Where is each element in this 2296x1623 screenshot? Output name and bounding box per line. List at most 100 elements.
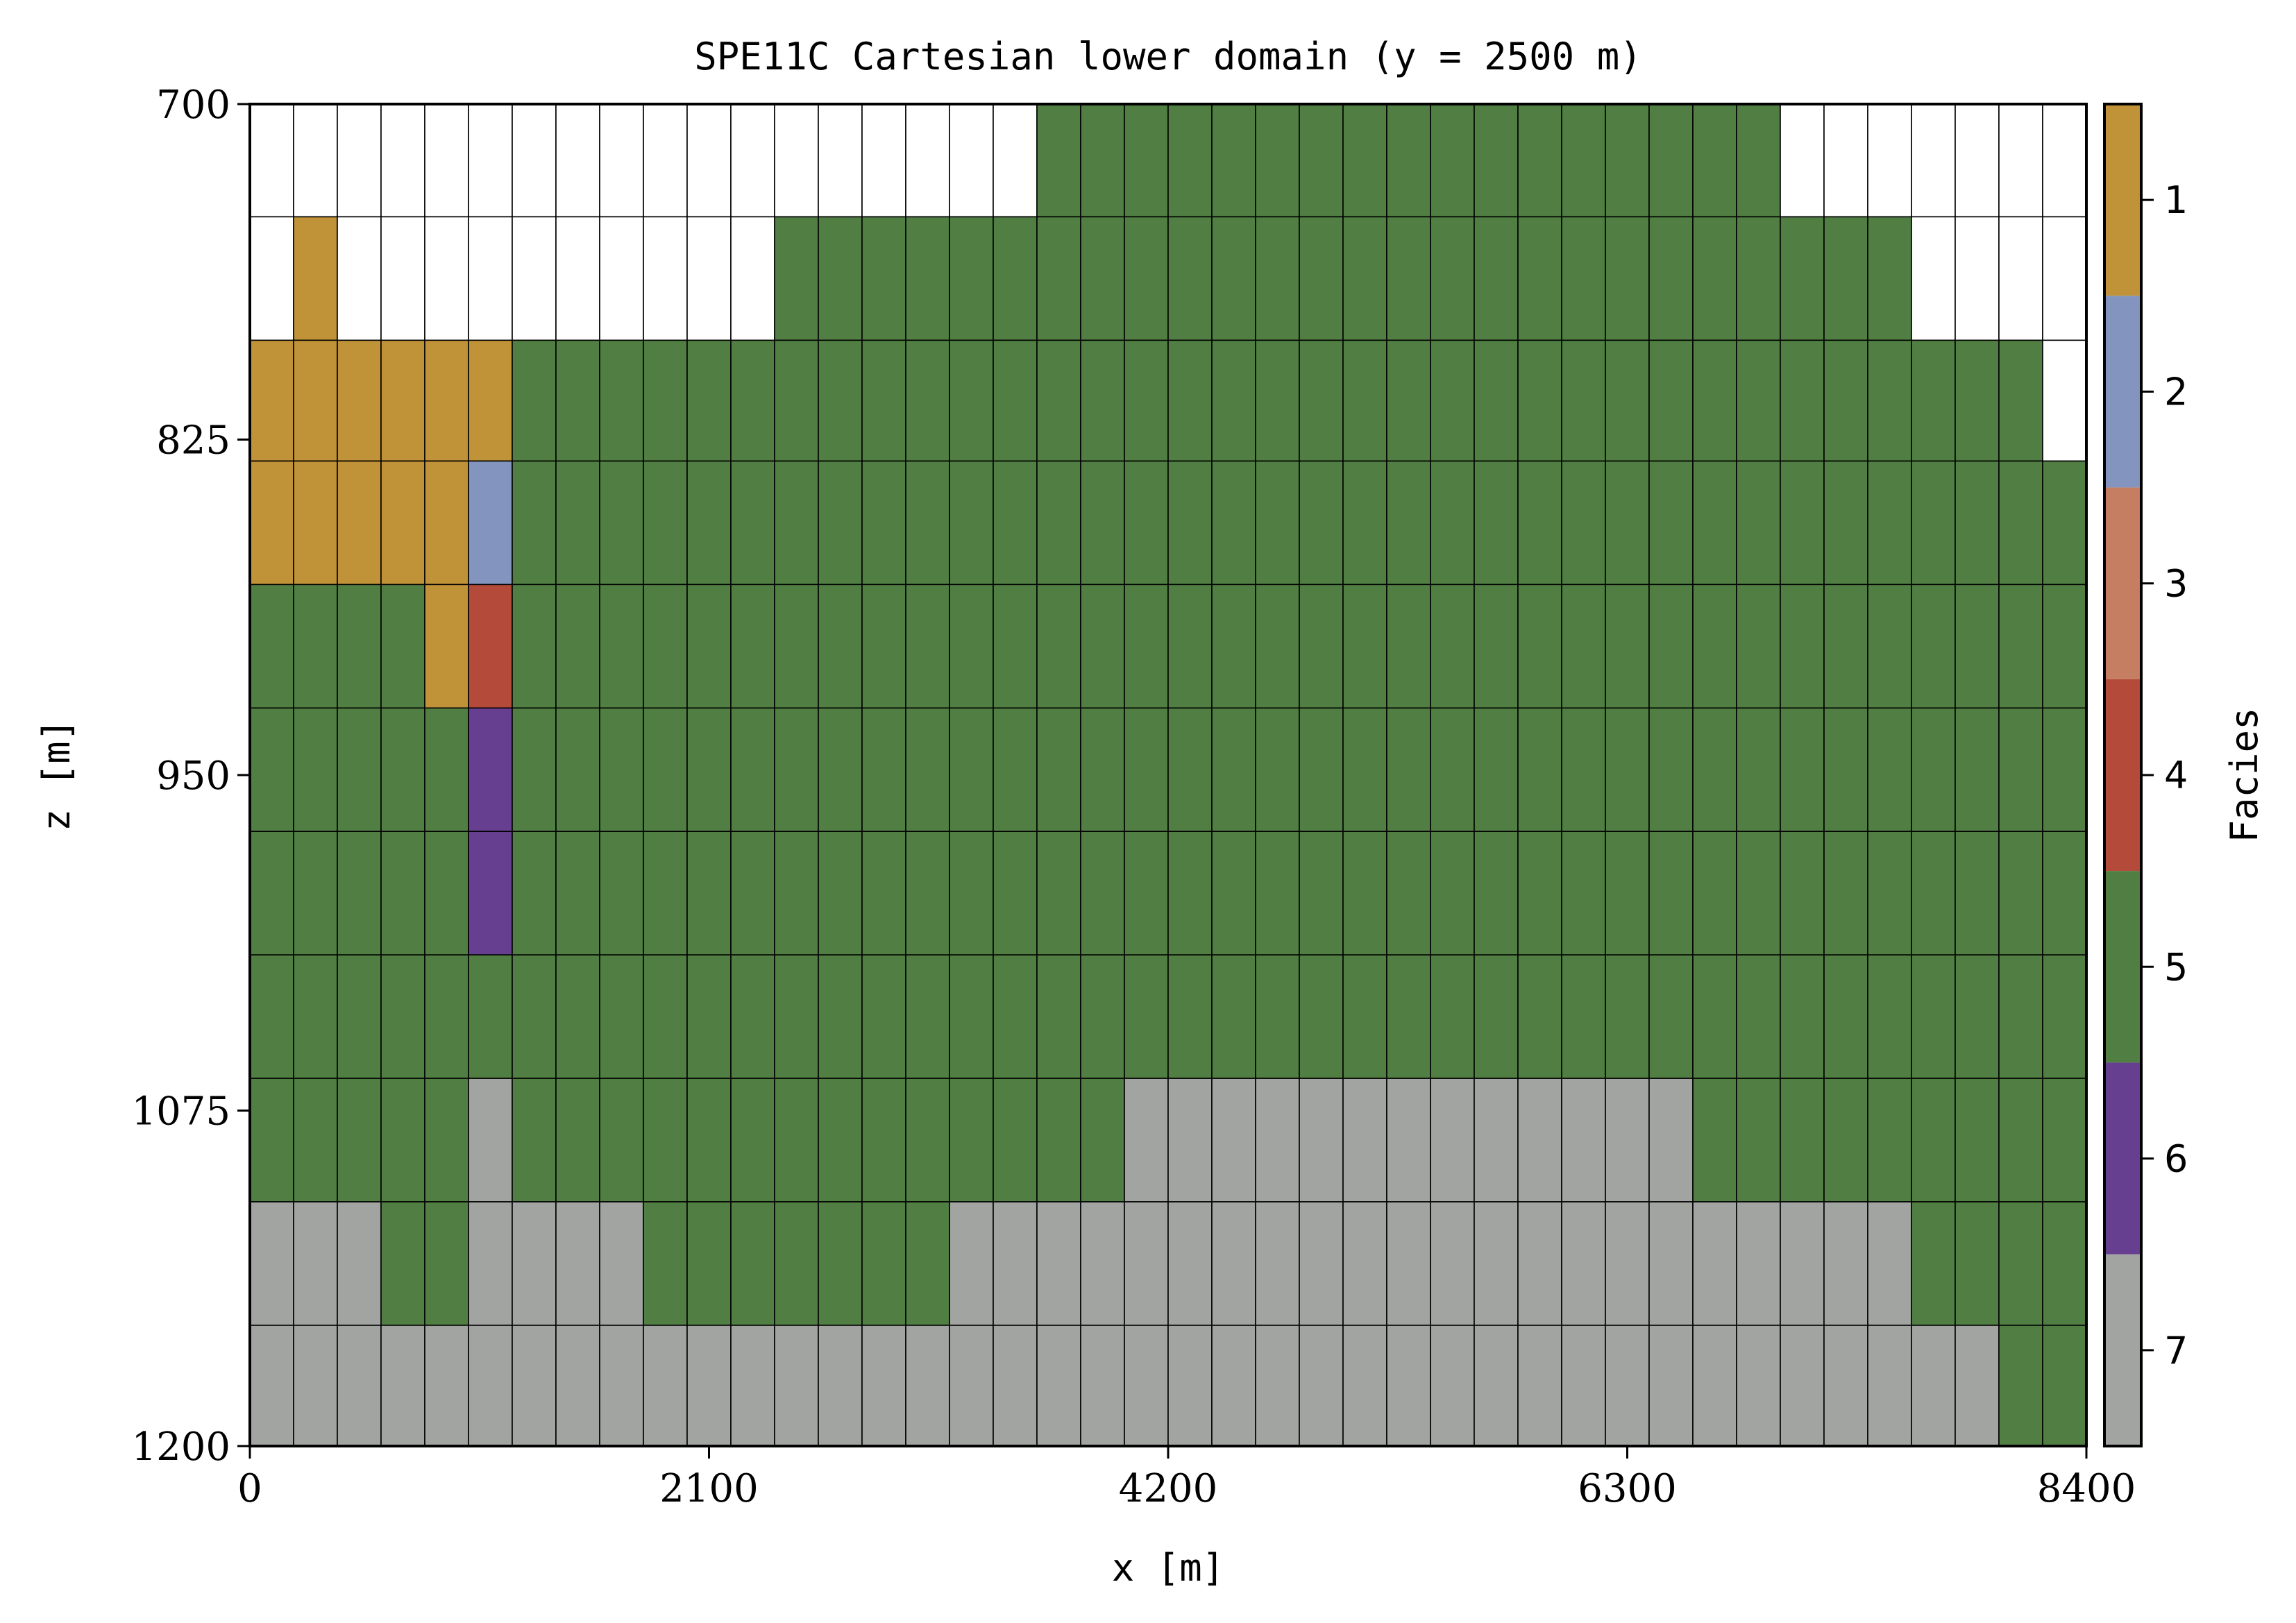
colorbar-segment (2104, 679, 2141, 872)
heatmap-cell (1517, 216, 1562, 341)
heatmap-cell (1736, 954, 1781, 1079)
heatmap-cell (1998, 954, 2043, 1079)
heatmap-cell (1955, 707, 2000, 833)
heatmap-cell (1474, 216, 1519, 341)
heatmap-cell (1167, 584, 1213, 709)
heatmap-cell (1080, 339, 1125, 462)
heatmap-cell (1867, 584, 1912, 709)
heatmap-cell (1386, 103, 1431, 218)
heatmap-cell (380, 831, 425, 955)
heatmap-cell (1386, 339, 1431, 462)
heatmap-cells (249, 103, 2087, 1447)
heatmap-cell (1167, 1078, 1213, 1203)
heatmap-cell (1955, 1325, 2000, 1447)
heatmap-cell (1867, 216, 1912, 341)
heatmap-cell (1036, 460, 1081, 586)
heatmap-cell (1474, 1078, 1519, 1203)
heatmap-cell (1211, 103, 1256, 218)
heatmap-cell (774, 1325, 819, 1447)
heatmap-cell (599, 216, 644, 341)
x-tick-label: 4200 (1119, 1466, 1218, 1511)
heatmap-cell (1299, 1325, 1344, 1447)
heatmap-cell (1692, 707, 1737, 833)
heatmap-cell (249, 1325, 294, 1447)
heatmap-cell (1430, 1201, 1475, 1326)
heatmap-cell (643, 584, 688, 709)
heatmap-cell (1386, 1201, 1431, 1326)
heatmap-cell (774, 216, 819, 341)
heatmap-cell (1342, 339, 1387, 462)
heatmap-cell (1255, 103, 1300, 218)
heatmap-cell (249, 103, 294, 218)
heatmap-cell (993, 1078, 1038, 1203)
colorbar-segment (2104, 871, 2141, 1063)
heatmap-cell (1692, 1078, 1737, 1203)
heatmap-cell (337, 954, 382, 1079)
heatmap-cell (555, 1325, 600, 1447)
heatmap-cell (337, 584, 382, 709)
heatmap-cell (1211, 460, 1256, 586)
heatmap-cell (1561, 103, 1606, 218)
heatmap-cell (293, 1201, 338, 1326)
heatmap-cell (730, 584, 775, 709)
heatmap-cell (1211, 216, 1256, 341)
heatmap-cell (1692, 1325, 1737, 1447)
y-tick-label: 1200 (131, 1425, 230, 1470)
heatmap-cell (1823, 216, 1868, 341)
heatmap-cell (293, 707, 338, 833)
heatmap-cell (1823, 1201, 1868, 1326)
x-tick-label: 0 (237, 1466, 262, 1511)
heatmap-cell (1998, 216, 2043, 341)
heatmap-cell (1561, 460, 1606, 586)
heatmap-cell (1911, 216, 1956, 341)
heatmap-cell (1780, 831, 1825, 955)
heatmap-cell (1823, 460, 1868, 586)
colorbar-tick-label: 4 (2164, 754, 2188, 797)
heatmap-cell (468, 460, 513, 586)
heatmap-cell (861, 707, 906, 833)
heatmap-cell (1736, 584, 1781, 709)
heatmap-cell (1867, 1201, 1912, 1326)
heatmap-cell (949, 1201, 994, 1326)
heatmap-cell (1167, 460, 1213, 586)
heatmap-cell (1299, 1201, 1344, 1326)
heatmap-cell (1998, 1078, 2043, 1203)
heatmap-cell (468, 954, 513, 1079)
heatmap-cell (555, 831, 600, 955)
heatmap-cell (1955, 1201, 2000, 1326)
heatmap-cell (1823, 103, 1868, 218)
heatmap-cell (905, 584, 950, 709)
heatmap-cell (555, 1078, 600, 1203)
heatmap-cell (1648, 831, 1694, 955)
heatmap-cell (424, 584, 469, 709)
heatmap-cell (599, 339, 644, 462)
heatmap-cell (1211, 584, 1256, 709)
heatmap-cell (380, 103, 425, 218)
heatmap-cell (905, 339, 950, 462)
y-tick-label: 1075 (131, 1089, 230, 1135)
heatmap-cell (643, 1325, 688, 1447)
heatmap-cell (293, 1325, 338, 1447)
heatmap-cell (1430, 460, 1475, 586)
heatmap-cell (1867, 707, 1912, 833)
heatmap-cell (1342, 1325, 1387, 1447)
heatmap-cell (818, 103, 863, 218)
heatmap-cell (1867, 103, 1912, 218)
heatmap-cell (1036, 954, 1081, 1079)
heatmap-cell (1167, 707, 1213, 833)
heatmap-cell (1036, 707, 1081, 833)
heatmap-cell (730, 1078, 775, 1203)
heatmap-cell (555, 1201, 600, 1326)
heatmap-cell (905, 707, 950, 833)
heatmap-cell (1780, 1201, 1825, 1326)
heatmap-cell (1605, 103, 1650, 218)
heatmap-cell (818, 460, 863, 586)
heatmap-cell (249, 707, 294, 833)
heatmap-cell (1167, 339, 1213, 462)
colorbar-segment (2104, 487, 2141, 679)
heatmap-cell (1255, 1078, 1300, 1203)
heatmap-cell (1736, 103, 1781, 218)
heatmap-cell (1167, 954, 1213, 1079)
heatmap-cell (643, 954, 688, 1079)
heatmap-cell (1692, 216, 1737, 341)
